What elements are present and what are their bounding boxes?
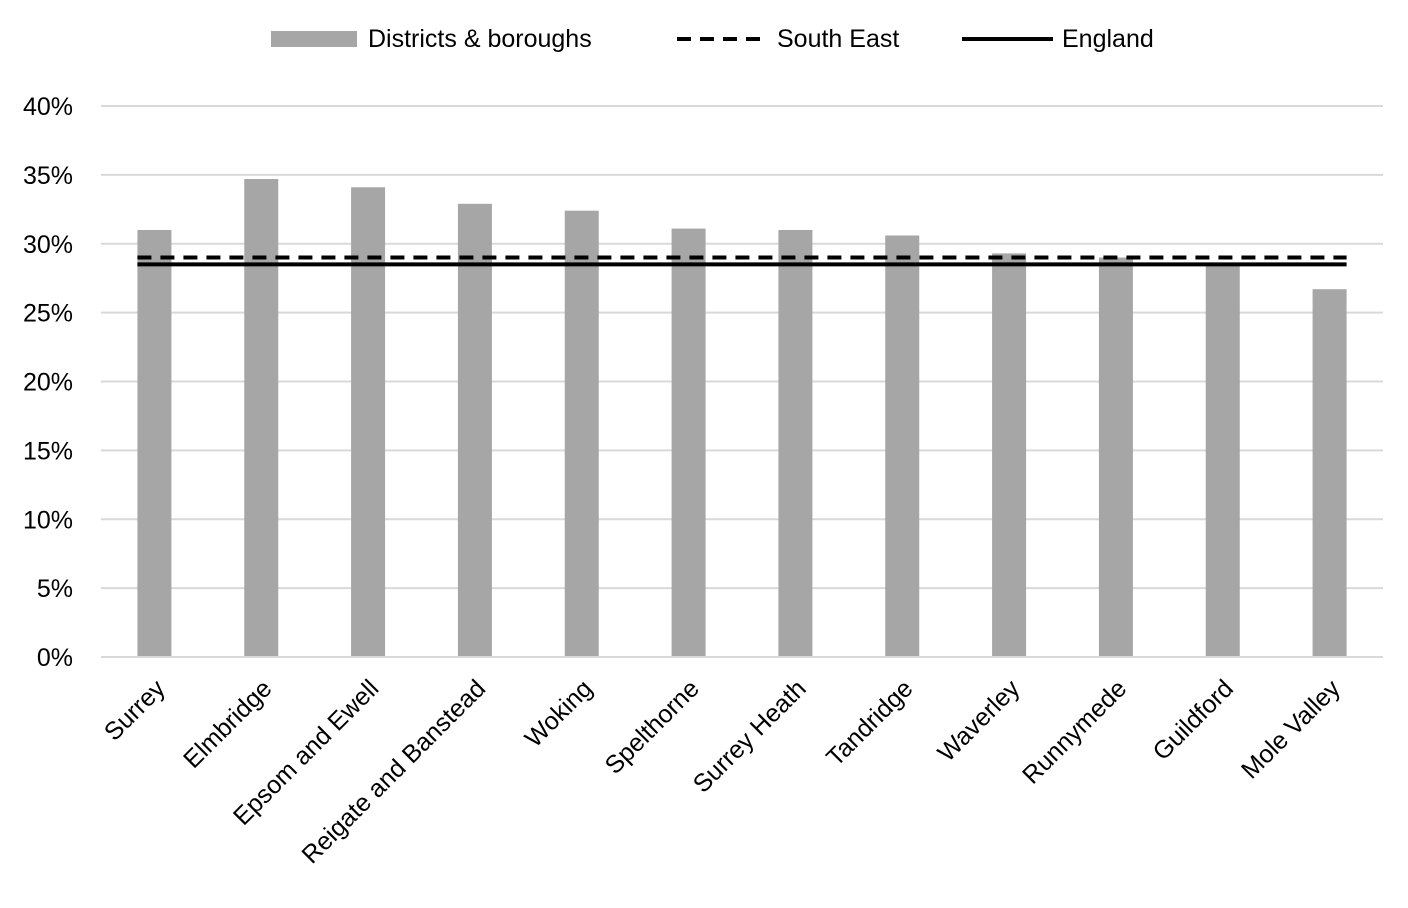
x-category-label: Reigate and Banstead bbox=[296, 674, 491, 869]
legend: Districts & boroughs South East England bbox=[271, 25, 1154, 53]
bar-surrey bbox=[137, 229, 172, 657]
y-axis-tick-labels: 0% 5% 10% 15% 20% 25% 30% 35% 40% bbox=[23, 93, 73, 672]
legend-label-south-east: South East bbox=[777, 25, 899, 53]
y-tick-label: 30% bbox=[23, 231, 73, 259]
bar-guildford bbox=[1205, 263, 1240, 657]
bar-elmbridge bbox=[244, 179, 279, 657]
x-category-label: Tandridge bbox=[821, 674, 918, 771]
x-category-label: Spelthorne bbox=[600, 674, 705, 779]
x-category-label: Runnymede bbox=[1017, 674, 1132, 789]
y-tick-label: 25% bbox=[23, 300, 73, 328]
x-category-label: Elmbridge bbox=[178, 674, 277, 773]
bar-mole-valley bbox=[1312, 289, 1347, 657]
y-tick-label: 35% bbox=[23, 162, 73, 190]
bar-runnymede bbox=[1098, 257, 1133, 657]
legend-label-england: England bbox=[1062, 25, 1154, 53]
bar-tandridge bbox=[885, 235, 920, 658]
bar-reigate-and-banstead bbox=[457, 203, 492, 658]
y-tick-label: 10% bbox=[23, 506, 73, 534]
x-category-label: Waverley bbox=[933, 674, 1026, 767]
x-category-label: Guildford bbox=[1147, 674, 1239, 766]
y-tick-label: 0% bbox=[37, 644, 73, 672]
y-tick-label: 20% bbox=[23, 369, 73, 397]
y-tick-label: 5% bbox=[37, 575, 73, 603]
legend-swatch-districts bbox=[271, 31, 357, 47]
legend-label-districts: Districts & boroughs bbox=[368, 25, 592, 53]
bars bbox=[137, 179, 1347, 658]
bar-woking bbox=[564, 210, 599, 657]
x-category-label: Surrey Heath bbox=[688, 674, 812, 798]
gridlines bbox=[101, 105, 1383, 658]
bar-surrey-heath bbox=[778, 229, 813, 657]
bar-waverley bbox=[992, 253, 1027, 657]
x-category-label: Surrey bbox=[99, 674, 171, 746]
y-tick-label: 40% bbox=[23, 93, 73, 121]
y-tick-label: 15% bbox=[23, 437, 73, 465]
x-category-label: Mole Valley bbox=[1236, 674, 1346, 784]
x-category-label: Woking bbox=[520, 674, 598, 752]
reference-lines bbox=[101, 255, 1383, 658]
bar-spelthorne bbox=[671, 228, 706, 657]
